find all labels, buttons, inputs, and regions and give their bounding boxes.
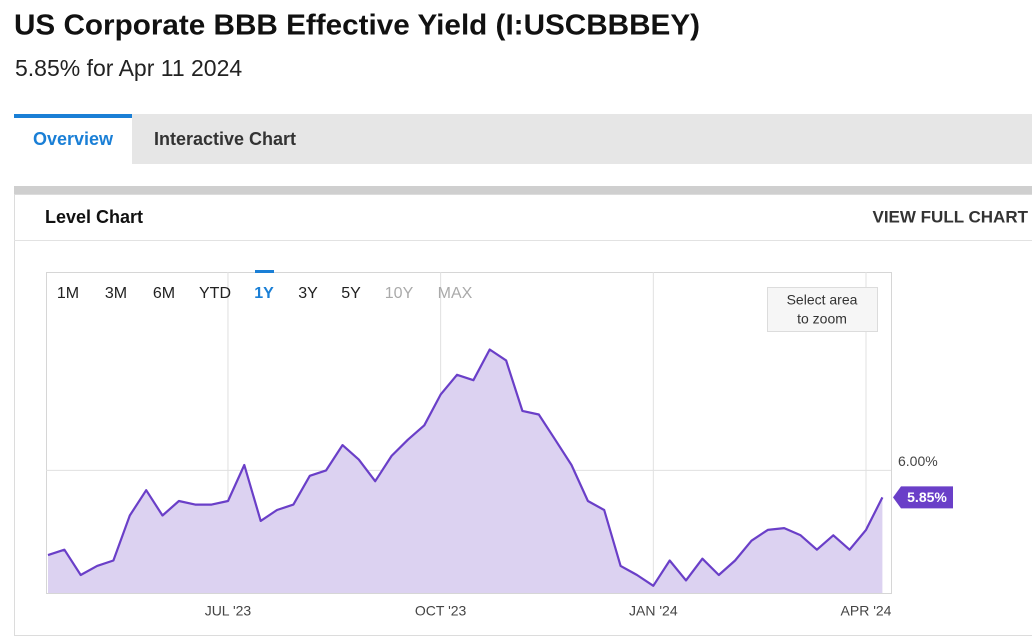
last-value-flag [893, 486, 953, 509]
x-tick-label: OCT '23 [415, 603, 467, 619]
page-subtitle: 5.85% for Apr 11 2024 [15, 55, 242, 81]
tab-bar [14, 114, 1032, 164]
area-fill [48, 349, 883, 593]
range-active-indicator [255, 270, 274, 273]
zoom-hint: to zoom [797, 311, 847, 327]
panel-title: Level Chart [45, 207, 143, 227]
last-value-label: 5.85% [907, 489, 947, 505]
tab[interactable]: Overview [33, 129, 114, 149]
page-title: US Corporate BBB Effective Yield (I:USCB… [14, 10, 700, 42]
tab-active-bg [14, 114, 132, 164]
zoom-hint-box [767, 287, 878, 332]
zoom-hint: Select area [787, 292, 858, 308]
range-button[interactable]: 1M [57, 285, 79, 302]
range-button[interactable]: 1Y [254, 285, 274, 302]
tab[interactable]: Interactive Chart [154, 129, 296, 149]
range-button: MAX [438, 285, 473, 302]
view-full-chart[interactable]: VIEW FULL CHART [872, 207, 1028, 226]
y-tick-label: 6.00% [898, 453, 938, 469]
x-tick-label: JAN '24 [629, 603, 678, 619]
x-tick-label: APR '24 [841, 603, 892, 619]
range-button: 10Y [385, 285, 414, 302]
range-button[interactable]: 5Y [341, 285, 361, 302]
range-button[interactable]: 6M [153, 285, 175, 302]
range-button[interactable]: YTD [199, 285, 231, 302]
range-button[interactable]: 3M [105, 285, 127, 302]
panel-top-band [14, 186, 1032, 194]
range-button[interactable]: 3Y [298, 285, 318, 302]
tab-active-indicator [14, 114, 132, 118]
x-tick-label: JUL '23 [205, 603, 252, 619]
plot: 6.00% JUL '23 OCT '23 JAN '24 APR '24 1M 3M 6M Y… [46, 270, 953, 619]
series-line [47, 348, 884, 587]
